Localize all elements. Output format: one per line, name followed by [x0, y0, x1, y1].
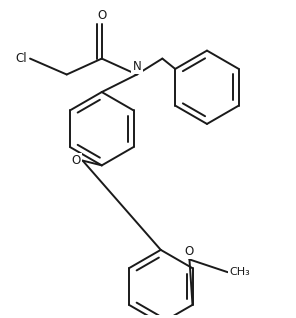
Text: O: O: [72, 154, 81, 167]
Text: O: O: [185, 245, 194, 258]
Text: Cl: Cl: [15, 52, 27, 65]
Text: N: N: [133, 60, 141, 73]
Text: O: O: [97, 9, 106, 22]
Text: CH₃: CH₃: [229, 267, 250, 277]
